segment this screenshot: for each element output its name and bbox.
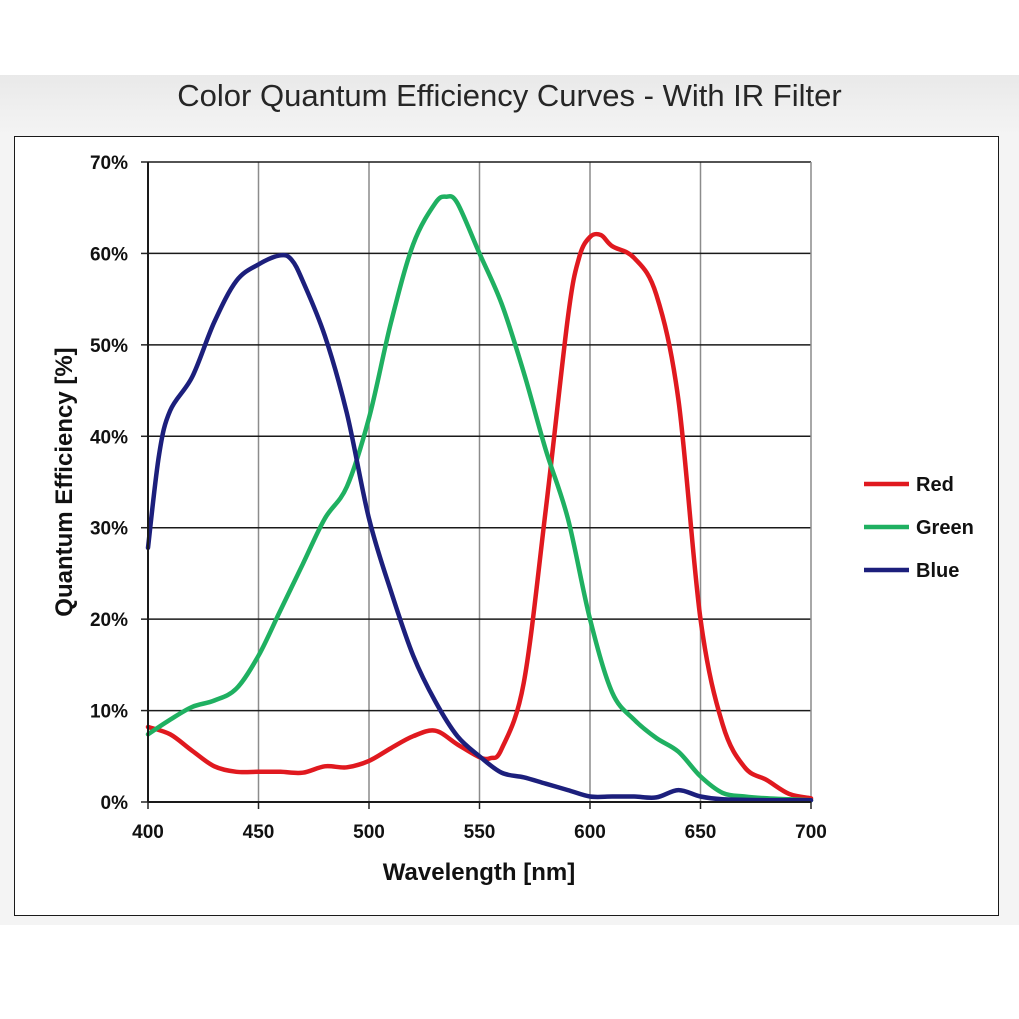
legend-item-green: Green bbox=[864, 517, 974, 539]
y-tick-label-20: 20% bbox=[90, 610, 128, 631]
series-line-blue bbox=[145, 252, 814, 803]
x-tick-label-600: 600 bbox=[574, 822, 606, 843]
chart-title: Color Quantum Efficiency Curves - With I… bbox=[177, 78, 842, 113]
y-tick-label-10: 10% bbox=[90, 702, 128, 723]
legend-item-red: Red bbox=[864, 474, 954, 496]
x-tick-label-500: 500 bbox=[353, 822, 385, 843]
series-lines bbox=[145, 194, 814, 803]
legend-item-blue: Blue bbox=[864, 560, 959, 582]
legend-label-red: Red bbox=[916, 474, 954, 496]
y-tick-label-60: 60% bbox=[90, 244, 128, 265]
x-tick-label-700: 700 bbox=[795, 822, 827, 843]
series-line-green bbox=[145, 194, 814, 803]
tick-labels: 400 450 500 550 600 650 700 0% 10% 20% 30% 40% 50% 60… bbox=[90, 153, 827, 843]
x-tick-label-650: 650 bbox=[685, 822, 717, 843]
series-line-red bbox=[145, 231, 814, 801]
grid-lines bbox=[148, 161, 812, 802]
y-axis-label: Quantum Efficiency [%] bbox=[51, 347, 78, 616]
y-tick-label-40: 40% bbox=[90, 427, 128, 448]
legend: Red Green Blue bbox=[864, 474, 974, 582]
axes bbox=[141, 161, 812, 809]
legend-label-blue: Blue bbox=[916, 560, 959, 582]
x-axis-label: Wavelength [nm] bbox=[383, 859, 575, 886]
x-tick-label-550: 550 bbox=[464, 822, 496, 843]
x-tick-label-450: 450 bbox=[243, 822, 275, 843]
x-tick-label-400: 400 bbox=[132, 822, 164, 843]
legend-label-green: Green bbox=[916, 517, 974, 539]
y-tick-label-0: 0% bbox=[101, 793, 129, 814]
y-tick-label-50: 50% bbox=[90, 336, 128, 357]
y-tick-label-70: 70% bbox=[90, 153, 128, 174]
y-tick-label-30: 30% bbox=[90, 519, 128, 540]
